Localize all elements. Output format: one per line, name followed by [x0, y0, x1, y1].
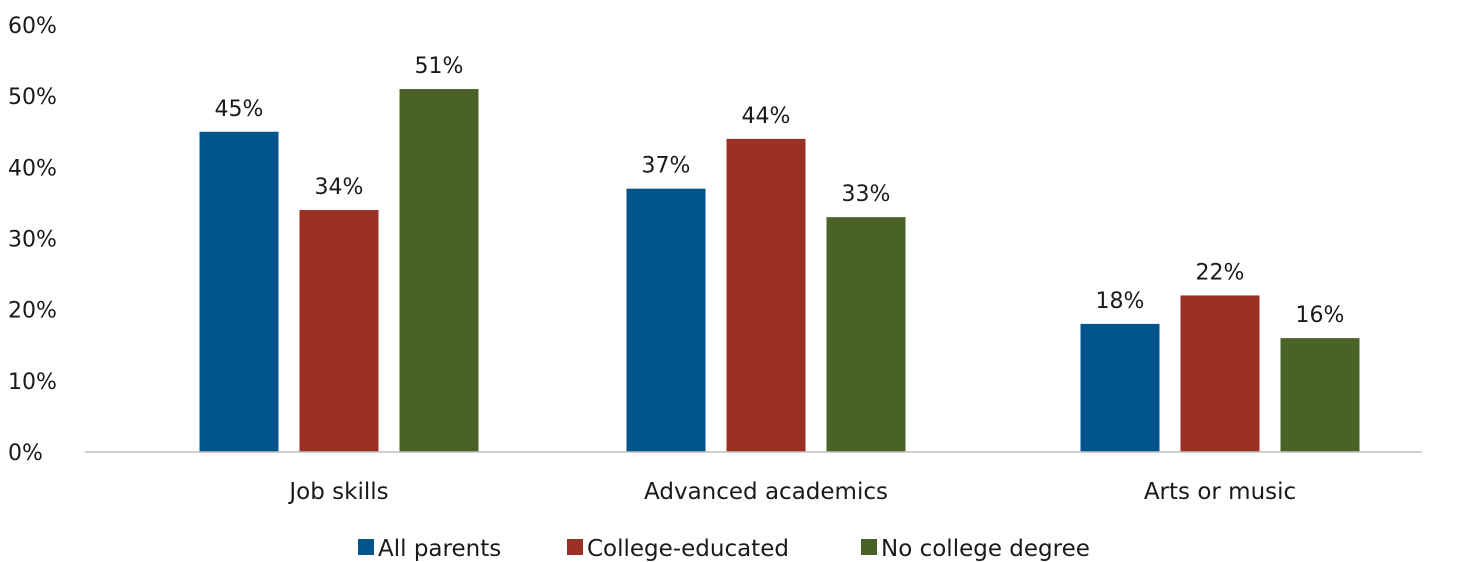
y-tick-label-20: 20%	[8, 299, 57, 324]
legend-label-no-college-degree: No college degree	[881, 536, 1090, 562]
value-label-job-skills-college-educated: 34%	[315, 175, 364, 200]
y-tick-label-50: 50%	[8, 85, 57, 110]
value-label-job-skills-all-parents: 45%	[215, 97, 264, 122]
value-label-advanced-academics-no-college-degree: 33%	[842, 182, 891, 207]
category-label-job-skills: Job skills	[287, 479, 388, 505]
category-labels: Job skills Advanced academics Arts or musi…	[287, 479, 1296, 505]
legend-label-all-parents: All parents	[378, 536, 501, 562]
bar-job-skills-no-college-degree	[399, 89, 479, 453]
y-tick-label-0: 0%	[8, 441, 43, 466]
value-label-arts-or-music-no-college-degree: 16%	[1296, 303, 1345, 328]
value-label-advanced-academics-all-parents: 37%	[642, 154, 691, 179]
legend-swatch-all-parents	[358, 539, 374, 555]
value-labels-group: 45% 34% 51% 37% 44% 33% 18% 22% 16%	[215, 54, 1345, 328]
category-label-arts-or-music: Arts or music	[1144, 479, 1296, 505]
value-label-arts-or-music-college-educated: 22%	[1196, 260, 1245, 285]
bar-arts-or-music-no-college-degree	[1280, 338, 1360, 452]
value-label-arts-or-music-all-parents: 18%	[1096, 289, 1145, 314]
bar-advanced-academics-no-college-degree	[826, 217, 906, 452]
bars-group	[199, 89, 1360, 453]
legend-swatch-no-college-degree	[861, 539, 877, 555]
bar-arts-or-music-college-educated	[1180, 295, 1260, 452]
legend-label-college-educated: College-educated	[587, 536, 789, 562]
y-tick-label-60: 60%	[8, 14, 57, 39]
legend-swatch-college-educated	[567, 539, 583, 555]
y-axis-tick-labels: 0% 10% 20% 30% 40% 50% 60%	[8, 14, 57, 466]
legend: All parents College-educated No college de…	[358, 536, 1090, 562]
y-tick-label-30: 30%	[8, 228, 57, 253]
bar-advanced-academics-college-educated	[726, 138, 806, 452]
bar-advanced-academics-all-parents	[626, 188, 706, 452]
y-tick-label-40: 40%	[8, 156, 57, 181]
y-tick-label-10: 10%	[8, 370, 57, 395]
value-label-advanced-academics-college-educated: 44%	[742, 104, 791, 129]
bar-arts-or-music-all-parents	[1080, 323, 1160, 452]
bar-job-skills-all-parents	[199, 131, 279, 452]
bar-job-skills-college-educated	[299, 210, 379, 452]
category-label-advanced-academics: Advanced academics	[644, 479, 888, 505]
value-label-job-skills-no-college-degree: 51%	[415, 54, 464, 79]
